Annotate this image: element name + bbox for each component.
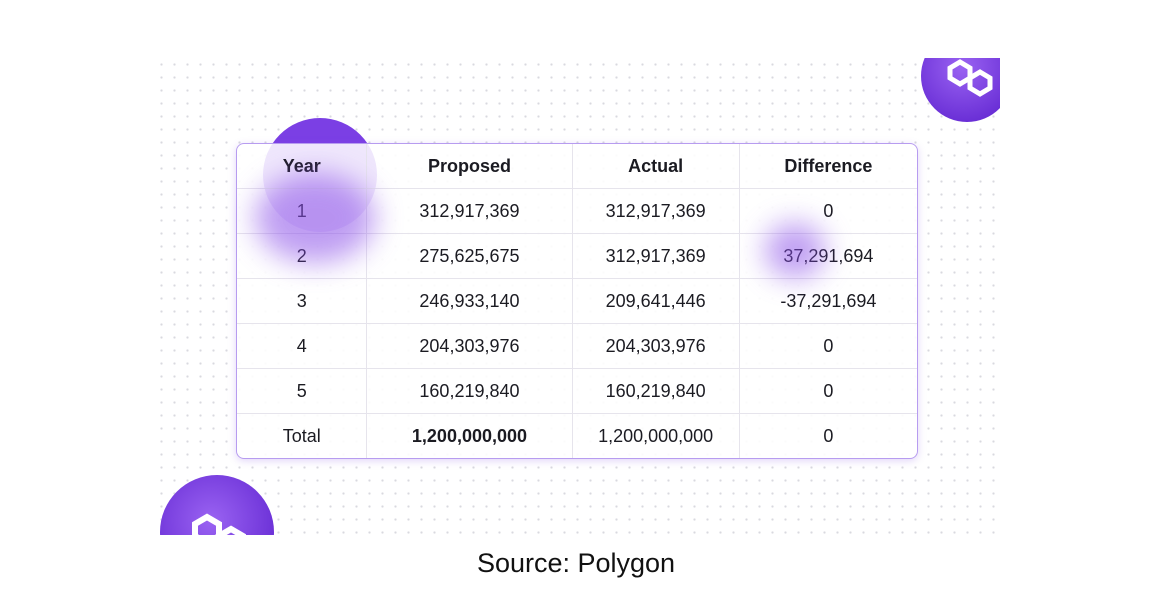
caption: Source: Polygon	[476, 548, 676, 578]
table-cell: 246,933,140	[366, 279, 571, 323]
table-row: 5 160,219,840 160,219,840 0	[237, 368, 917, 413]
table-cell: -37,291,694	[738, 279, 917, 323]
header-cell: Difference	[738, 144, 917, 188]
table-row: 3 246,933,140 209,641,446 -37,291,694	[237, 278, 917, 323]
table-cell: 312,917,369	[571, 189, 739, 233]
coin	[921, 58, 1000, 122]
glow	[255, 173, 375, 263]
table-cell: Total	[282, 425, 321, 446]
table-cell: 312,917,369	[366, 189, 571, 233]
table-cell: 0	[738, 369, 917, 413]
header-cell: Year	[282, 155, 321, 176]
table-cell: 0	[738, 414, 917, 458]
table-cell: 204,303,976	[366, 324, 571, 368]
table-cell: 4	[296, 335, 307, 356]
table-cell: 275,625,675	[366, 234, 571, 278]
table-cell: 0	[738, 189, 917, 233]
table-cell: 0	[738, 324, 917, 368]
table-cell: 1,200,000,000	[366, 414, 571, 458]
table-cell: 5	[296, 380, 307, 401]
glow	[765, 223, 825, 278]
table-cell: 160,219,840	[571, 369, 739, 413]
coin	[160, 475, 274, 535]
header-cell: Proposed	[366, 144, 571, 188]
table-cell: 204,303,976	[571, 324, 739, 368]
table-row: Total 1,200,000,000 1,200,000,000 0	[237, 413, 917, 458]
table-cell: 1,200,000,000	[571, 414, 739, 458]
table-row: 4 204,303,976 204,303,976 0	[237, 323, 917, 368]
header-cell: Actual	[571, 144, 739, 188]
header-row: Year Proposed Actual Difference	[237, 144, 917, 188]
table-cell: 312,917,369	[571, 234, 739, 278]
image: YearProposedActualDifference1312,917,369…	[155, 58, 1000, 535]
table-cell: 160,219,840	[366, 369, 571, 413]
table-cell: 3	[296, 290, 307, 311]
table-cell: 209,641,446	[571, 279, 739, 323]
